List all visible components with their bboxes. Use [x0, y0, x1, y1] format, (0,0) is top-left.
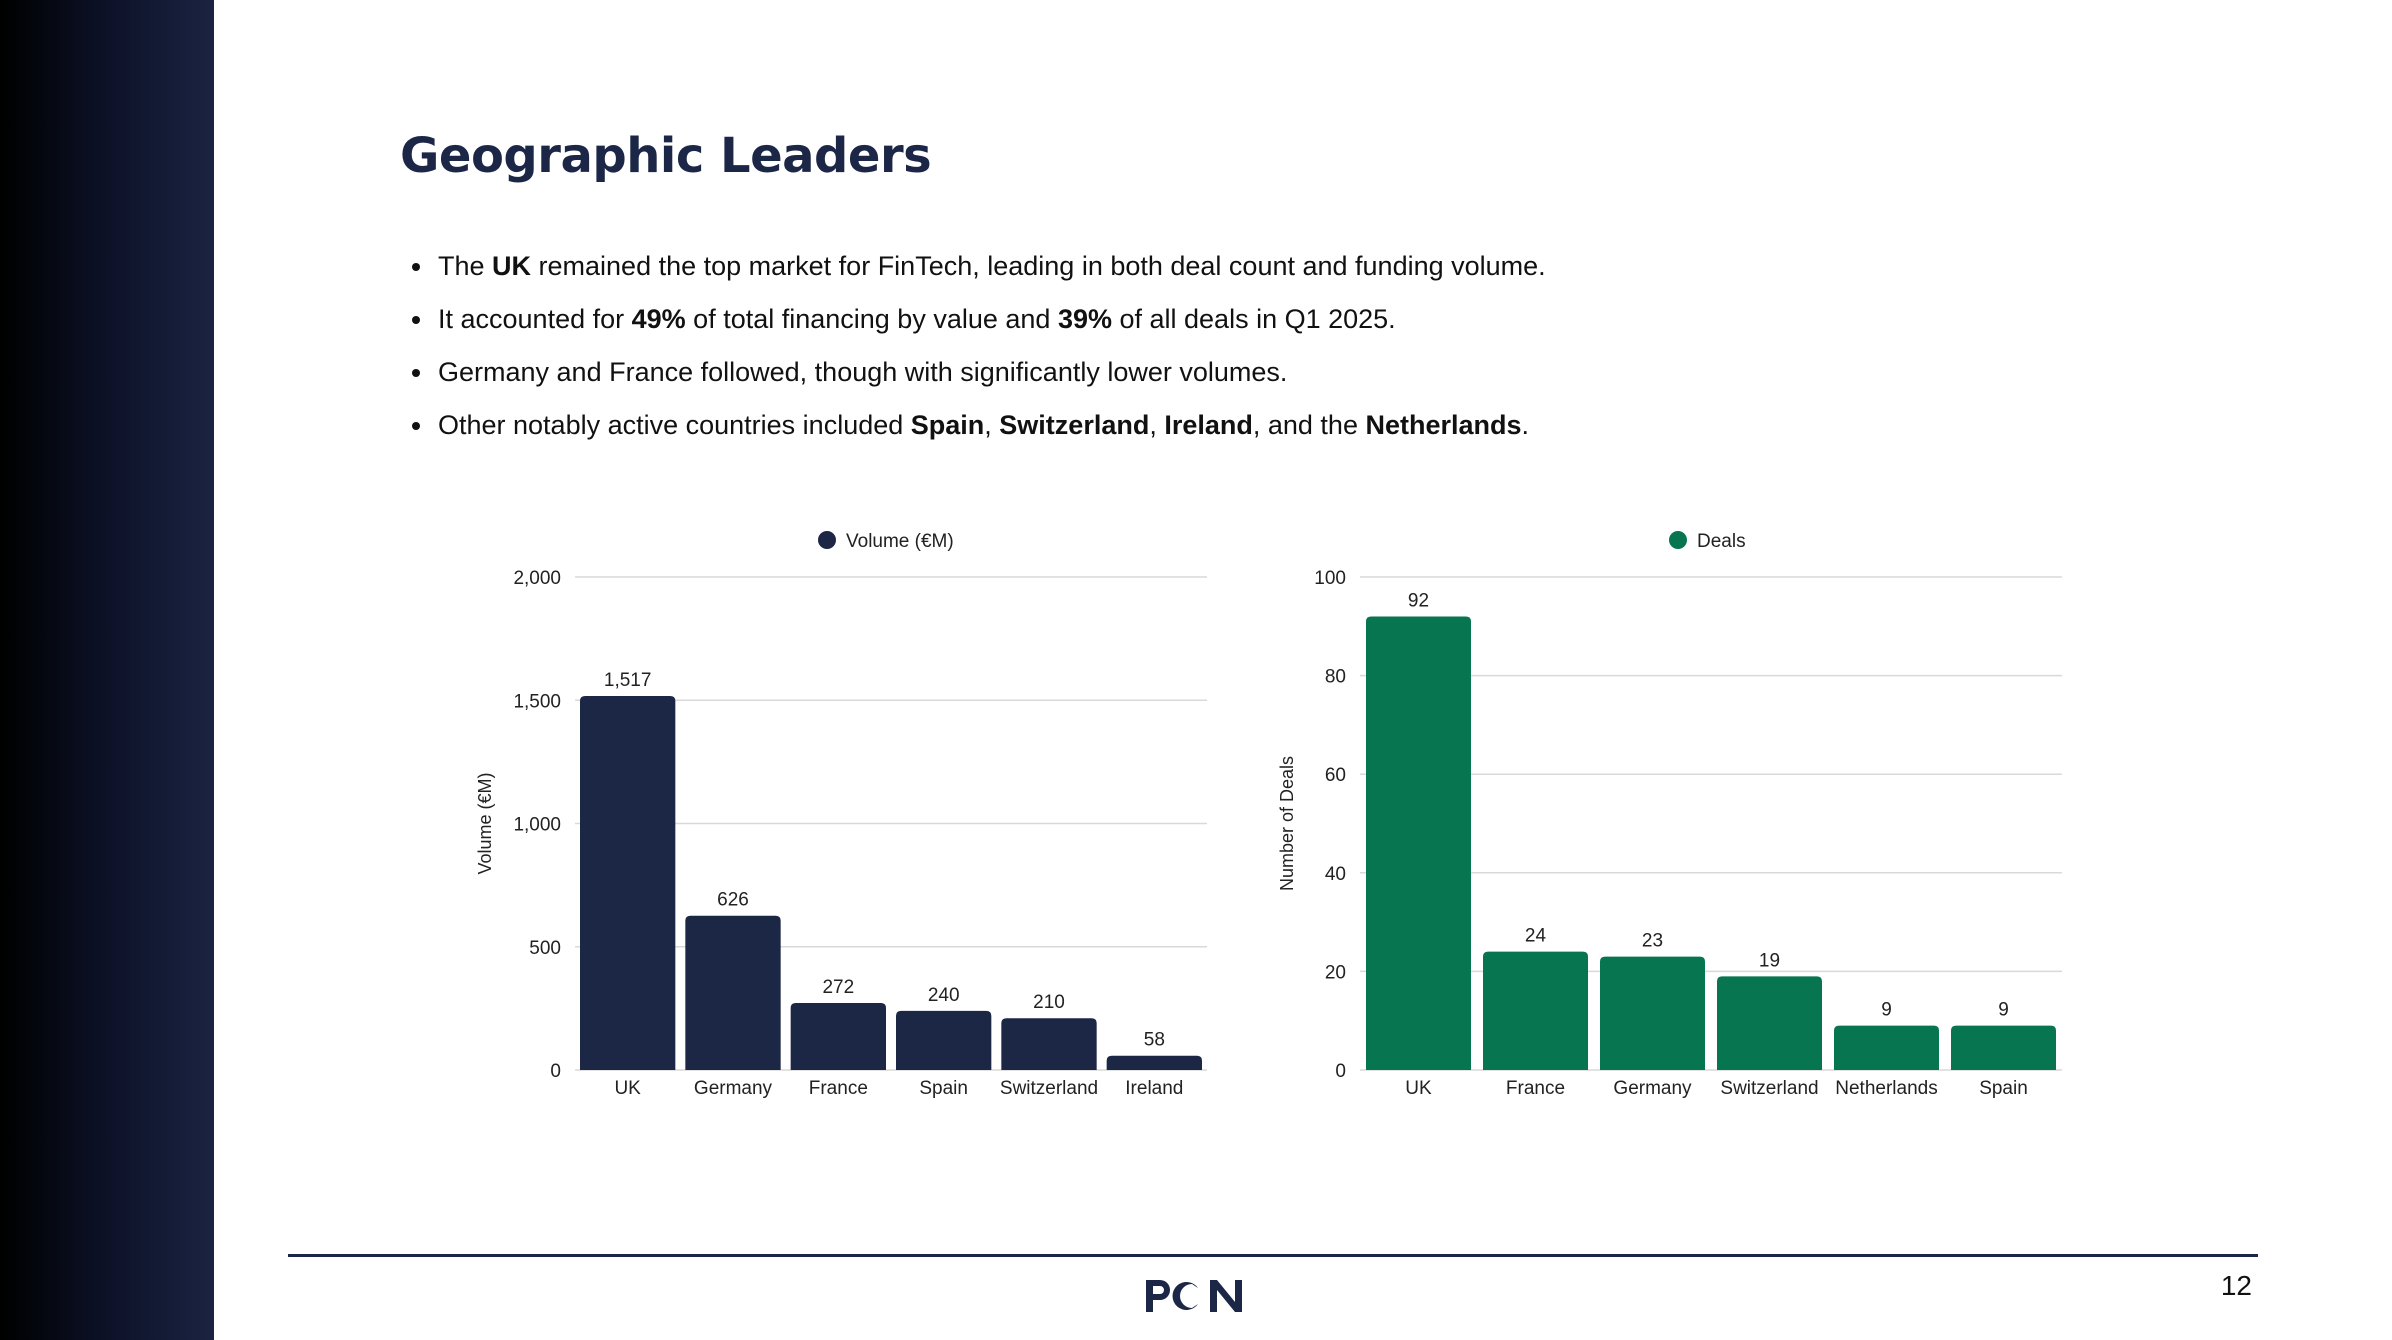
bullet-text: The: [438, 251, 493, 281]
page-number: 12: [2220, 1270, 2252, 1301]
y-tick-label: 60: [1325, 765, 1346, 786]
x-tick-label: Switzerland: [1720, 1078, 1818, 1099]
bullet-text: It accounted for: [438, 304, 632, 334]
x-tick-label: Spain: [1979, 1078, 2028, 1099]
bullet-emphasis: 39%: [1057, 304, 1112, 334]
x-tick-label: France: [809, 1078, 868, 1099]
data-label: 626: [717, 890, 749, 911]
bullet-text: remained the top market for FinTech, lea…: [531, 251, 1546, 281]
y-tick-label: 500: [529, 938, 561, 959]
x-tick-label: Switzerland: [1000, 1078, 1098, 1099]
bullet-text: ,: [1149, 410, 1165, 440]
bullet-emphasis: UK: [492, 251, 532, 281]
data-label: 9: [1998, 1000, 2009, 1021]
data-label: 9: [1881, 1000, 1892, 1021]
bullet-list: The UK remained the top market for FinTe…: [400, 244, 1546, 456]
footer-divider: [288, 1254, 2258, 1257]
bar-switzerland: [1717, 976, 1822, 1070]
volume-chart: Volume (€M) 0 500 1,000 1,500 2,000 Volume (€M…: [460, 510, 1240, 1110]
y-axis-label: Number of Deals: [1277, 756, 1297, 891]
data-label: 19: [1759, 950, 1780, 971]
bar-france: [1483, 951, 1588, 1070]
bullet-emphasis: 49%: [631, 304, 686, 334]
legend-marker: [818, 531, 836, 549]
deals-chart: Deals 0 20 40 60 80 100 Number of Deals 92 UK 24 Fr…: [1268, 510, 2088, 1110]
bullet-emphasis: Netherlands: [1365, 410, 1522, 440]
x-tick-label: UK: [1405, 1078, 1432, 1099]
bullet-text: Other notably active countries included: [438, 410, 911, 440]
bar-netherlands: [1834, 1025, 1939, 1070]
page-title: Geographic Leaders: [400, 128, 932, 184]
y-tick-label: 1,000: [513, 815, 561, 836]
bar-uk: [1366, 616, 1471, 1070]
data-label: 1,517: [604, 670, 652, 691]
legend-label: Deals: [1697, 531, 1746, 552]
x-tick-label: Netherlands: [1835, 1078, 1937, 1099]
bullet-text: Germany and France followed, though with…: [438, 357, 1288, 387]
legend-marker: [1669, 531, 1687, 549]
legend-label: Volume (€M): [846, 531, 954, 552]
y-tick-label: 40: [1325, 864, 1346, 885]
bullet-item: It accounted for 49% of total financing …: [400, 297, 1546, 350]
bullet-item: The UK remained the top market for FinTe…: [400, 244, 1546, 297]
bar-ireland: [1106, 1055, 1202, 1070]
x-tick-label: Spain: [919, 1078, 968, 1099]
data-label: 210: [1033, 992, 1065, 1013]
bullet-emphasis: Switzerland: [999, 410, 1150, 440]
data-label: 23: [1642, 931, 1663, 952]
bullet-text: .: [1521, 410, 1530, 440]
bullet-text: ,: [984, 410, 1000, 440]
y-tick-label: 2,000: [513, 568, 561, 589]
bar-uk: [580, 696, 676, 1070]
data-label: 24: [1525, 926, 1547, 947]
y-tick-label: 0: [1335, 1061, 1346, 1082]
bullet-item: Other notably active countries included …: [400, 403, 1546, 456]
data-label: 272: [822, 977, 854, 998]
legend: Volume (€M): [818, 531, 954, 552]
bullet-emphasis: Ireland: [1164, 410, 1253, 440]
bar-germany: [685, 915, 781, 1070]
volume-chart-svg: Volume (€M) 0 500 1,000 1,500 2,000 Volume (€M…: [475, 531, 1207, 1099]
bar-switzerland: [1001, 1018, 1097, 1070]
x-tick-label: Ireland: [1125, 1078, 1183, 1099]
deals-chart-svg: Deals 0 20 40 60 80 100 Number of Deals 92 UK 24 Fr…: [1277, 531, 2062, 1099]
sidebar-gradient: [0, 0, 214, 1340]
bullet-text: of all deals in Q1 2025.: [1111, 304, 1396, 334]
bullet-item: Germany and France followed, though with…: [400, 350, 1546, 403]
x-tick-label: UK: [614, 1078, 641, 1099]
bar-spain: [896, 1010, 992, 1070]
y-axis-label: Volume (€M): [475, 772, 495, 874]
x-tick-label: Germany: [1613, 1078, 1692, 1099]
x-tick-label: Germany: [694, 1078, 773, 1099]
pcn-logo: [1144, 1278, 1244, 1318]
data-label: 58: [1144, 1030, 1165, 1051]
bar-spain: [1951, 1025, 2056, 1070]
bullet-text: of total financing by value and: [685, 304, 1058, 334]
bullet-text: , and the: [1252, 410, 1366, 440]
y-tick-label: 80: [1325, 667, 1346, 688]
y-tick-label: 20: [1325, 962, 1346, 983]
bullet-emphasis: Spain: [910, 410, 985, 440]
data-label: 92: [1408, 590, 1429, 611]
x-tick-label: France: [1506, 1078, 1565, 1099]
y-tick-label: 100: [1314, 568, 1346, 589]
y-tick-label: 1,500: [513, 691, 561, 712]
bar-germany: [1600, 956, 1705, 1070]
data-label: 240: [928, 985, 960, 1006]
y-tick-label: 0: [550, 1061, 561, 1082]
legend: Deals: [1669, 531, 1746, 552]
bar-france: [790, 1002, 886, 1070]
